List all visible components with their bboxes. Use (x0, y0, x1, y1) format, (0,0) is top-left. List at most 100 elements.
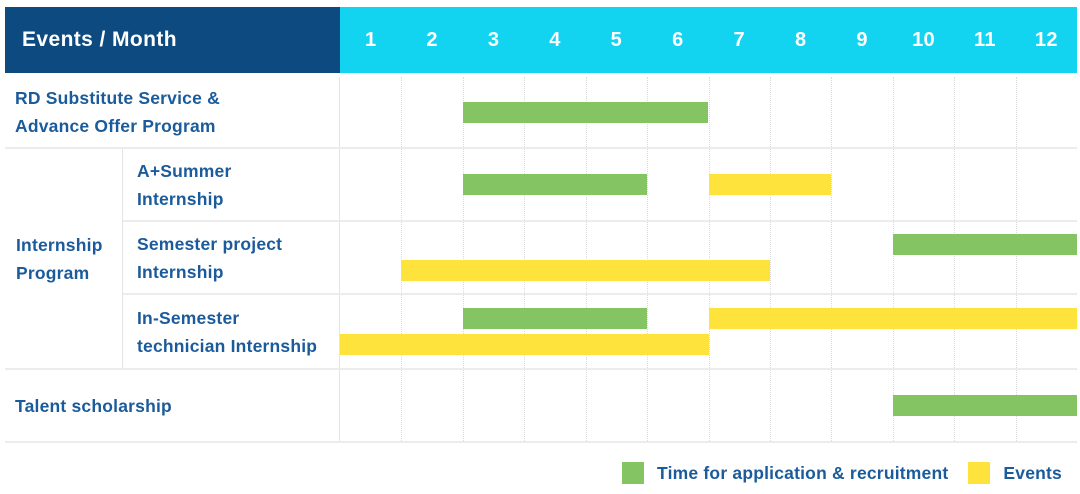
month-gridline (585, 370, 587, 441)
month-gridline (585, 222, 587, 293)
bar-line (340, 174, 1077, 195)
month-gridline (831, 222, 833, 293)
gantt-lane (340, 77, 1077, 147)
table-row: Talent scholarship (5, 370, 1077, 443)
month-gridline (708, 295, 710, 368)
month-gridline (401, 222, 403, 293)
row-label-line: In-Semester (137, 307, 240, 328)
table-row: Semester project Internship (123, 222, 1077, 295)
month-gridline (831, 295, 833, 368)
row-label-line: Semester project (137, 233, 283, 254)
header-gap (5, 73, 1077, 77)
month-gridline (1015, 222, 1017, 293)
month-header-6: 6 (672, 28, 684, 51)
application-bar (462, 101, 709, 123)
table-row: RD Substitute Service & Advance Offer Pr… (5, 77, 1077, 149)
row-label-line: Internship (137, 261, 224, 282)
row-label-talent-scholarship: Talent scholarship (5, 370, 340, 441)
schedule-table: Events / Month 1 2 3 4 5 6 7 8 9 10 11 12 RD Substi… (5, 7, 1077, 443)
legend-item-application: Time for application & recruitment (622, 462, 948, 484)
month-header-5: 5 (610, 28, 623, 51)
gantt-lane (340, 222, 1077, 293)
month-gridline (769, 370, 771, 441)
month-gridline (831, 370, 833, 441)
gantt-lane (340, 295, 1077, 368)
month-gridline (647, 149, 649, 220)
month-header-11: 11 (974, 28, 996, 51)
bar-line (340, 260, 1077, 281)
month-gridline (462, 222, 464, 293)
month-header-4: 4 (549, 28, 561, 51)
gantt-lane (340, 370, 1077, 441)
month-gridline (1015, 295, 1017, 368)
month-gridline (892, 77, 894, 147)
month-gridline (769, 295, 771, 368)
month-gridline (708, 222, 710, 293)
month-gridline (524, 295, 526, 368)
row-label-semester-project: Semester project Internship (123, 222, 340, 293)
group-label-internship-program: Internship Program (5, 149, 123, 368)
month-gridline (769, 77, 771, 147)
month-gridline (831, 149, 833, 220)
month-gridline (769, 222, 771, 293)
gantt-lane (340, 149, 1077, 220)
months-header: 1 2 3 4 5 6 7 8 9 10 11 12 (340, 7, 1077, 73)
table-row: In-Semester technician Internship (123, 295, 1077, 368)
month-gridline (892, 149, 894, 220)
month-header-3: 3 (487, 28, 500, 51)
application-bar (892, 395, 1077, 416)
group-label-line: Internship (16, 234, 103, 255)
month-gridline (462, 370, 464, 441)
month-header-2: 2 (426, 28, 438, 51)
month-gridline (954, 149, 956, 220)
row-label-line: A+Summer (137, 160, 232, 181)
row-label-line: RD Substitute Service & (15, 88, 220, 108)
month-gridline (647, 370, 649, 441)
month-gridline (831, 77, 833, 147)
event-bar (708, 308, 1077, 329)
table-row: A+Summer Internship (123, 149, 1077, 222)
month-gridline (954, 77, 956, 147)
bar-line (340, 395, 1077, 416)
row-label-rd-substitute: RD Substitute Service & Advance Offer Pr… (5, 77, 340, 147)
month-gridline (708, 370, 710, 441)
month-gridline (892, 295, 894, 368)
row-label-a-plus-summer: A+Summer Internship (123, 149, 340, 220)
month-gridline (401, 295, 403, 368)
row-label-line: Internship (137, 188, 224, 209)
yellow-swatch-icon (968, 462, 991, 484)
header-row: Events / Month 1 2 3 4 5 6 7 8 9 10 11 12 (5, 7, 1077, 73)
month-header-12: 12 (1034, 28, 1058, 51)
legend: Time for application & recruitment Event… (622, 462, 1062, 484)
month-gridline (401, 370, 403, 441)
event-bar (340, 334, 709, 355)
bar-line (340, 234, 1077, 255)
bar-line (340, 308, 1077, 329)
group-label-line: Program (16, 262, 90, 283)
event-bar (708, 174, 832, 195)
legend-item-events: Events (968, 462, 1062, 484)
group-rows: A+Summer Internship Semester project Int… (123, 149, 1077, 368)
month-gridline (401, 149, 403, 220)
bar-line (340, 101, 1077, 123)
month-header-10: 10 (912, 28, 935, 51)
month-header-8: 8 (794, 28, 807, 51)
month-gridline (524, 370, 526, 441)
month-gridline (524, 222, 526, 293)
month-gridline (708, 77, 710, 147)
month-gridline (1015, 77, 1017, 147)
month-gridline (462, 295, 464, 368)
month-header-7: 7 (733, 28, 745, 51)
row-label-line: Talent scholarship (15, 395, 172, 416)
month-header-1: 1 (364, 28, 377, 51)
month-header-9: 9 (856, 28, 868, 51)
events-month-header: Events / Month (5, 7, 340, 73)
month-gridline (647, 295, 649, 368)
month-gridline (954, 295, 956, 368)
application-bar (462, 174, 648, 195)
application-bar (462, 308, 648, 329)
bar-line (340, 334, 1077, 355)
month-gridline (401, 77, 403, 147)
month-gridline (1015, 149, 1017, 220)
